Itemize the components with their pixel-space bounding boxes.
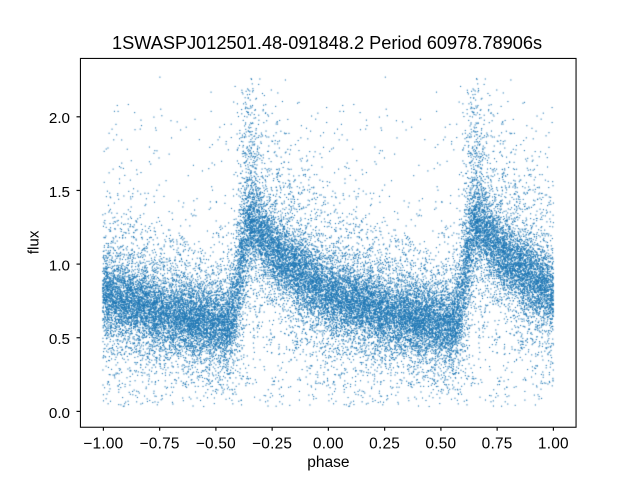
svg-text:−1.00: −1.00 bbox=[83, 436, 123, 453]
svg-text:−0.75: −0.75 bbox=[140, 436, 180, 453]
svg-text:0.75: 0.75 bbox=[482, 436, 513, 453]
svg-text:0.50: 0.50 bbox=[425, 436, 456, 453]
svg-text:1.5: 1.5 bbox=[49, 184, 70, 201]
svg-text:−0.25: −0.25 bbox=[252, 436, 292, 453]
svg-text:0.0: 0.0 bbox=[49, 405, 70, 422]
svg-text:0.00: 0.00 bbox=[313, 436, 344, 453]
svg-text:−0.50: −0.50 bbox=[196, 436, 236, 453]
svg-text:1.00: 1.00 bbox=[538, 436, 569, 453]
svg-text:2.0: 2.0 bbox=[49, 110, 70, 127]
svg-text:0.5: 0.5 bbox=[49, 331, 70, 348]
svg-text:phase: phase bbox=[307, 454, 349, 471]
svg-text:1SWASPJ012501.48-091848.2 Peri: 1SWASPJ012501.48-091848.2 Period 60978.7… bbox=[112, 33, 542, 53]
svg-text:flux: flux bbox=[26, 230, 43, 254]
svg-text:1.0: 1.0 bbox=[49, 258, 70, 275]
svg-text:0.25: 0.25 bbox=[369, 436, 400, 453]
